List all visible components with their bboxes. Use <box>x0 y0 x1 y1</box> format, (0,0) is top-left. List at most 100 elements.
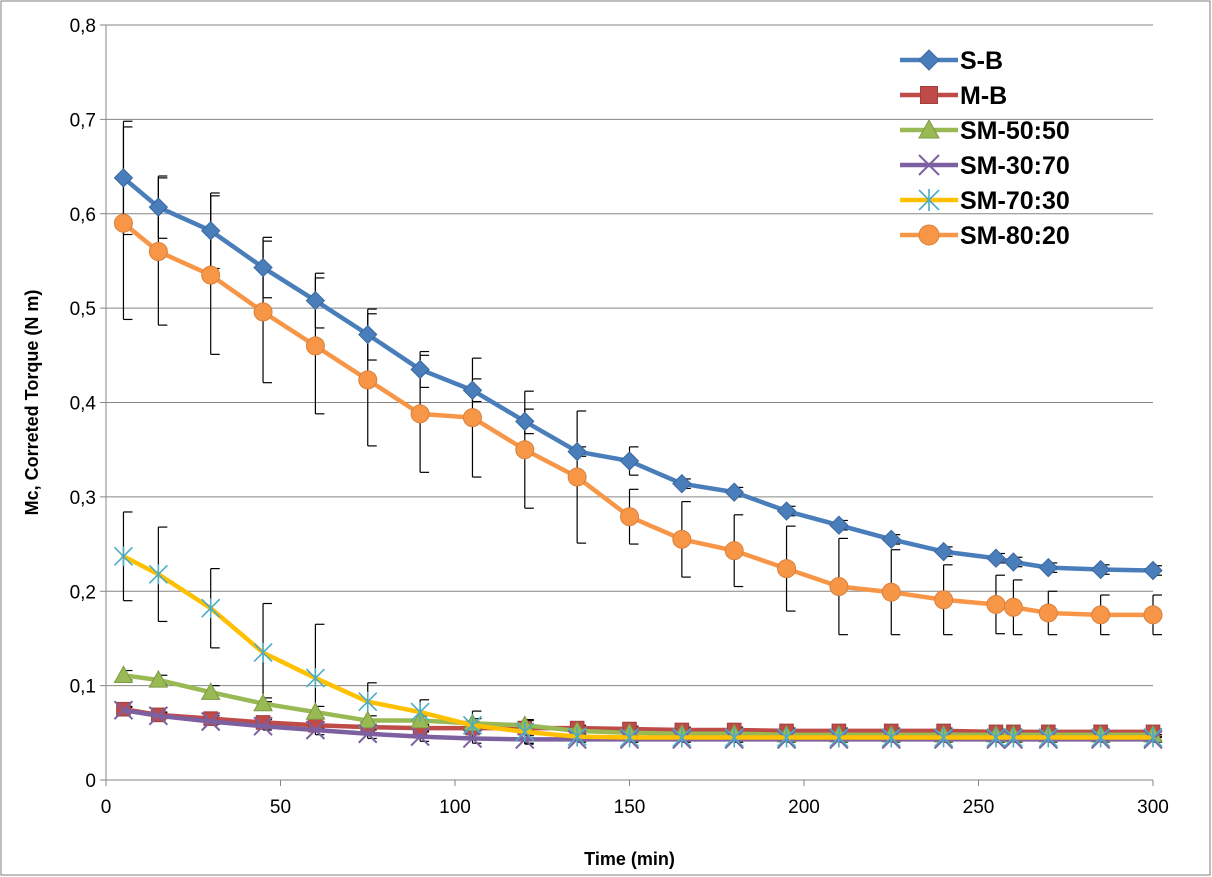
y-tick-label: 0,7 <box>70 110 96 131</box>
marker-star <box>148 564 168 585</box>
marker-diamond <box>200 221 221 241</box>
marker-square <box>920 86 938 104</box>
marker-circle <box>462 408 482 428</box>
marker-x-stroke <box>305 720 326 740</box>
marker-circle <box>918 224 940 246</box>
marker-circle <box>305 336 325 356</box>
marker-circle <box>934 590 954 610</box>
marker-x <box>410 726 430 747</box>
marker-triangle <box>113 665 134 683</box>
marker-star <box>1003 727 1023 748</box>
marker-circle <box>358 370 378 390</box>
legend-label: SM-80:20 <box>960 222 1070 250</box>
marker-diamond <box>253 257 273 278</box>
marker-circle <box>777 559 797 579</box>
series-line <box>121 175 1156 573</box>
marker-x <box>358 724 378 744</box>
marker-triangle <box>305 702 326 720</box>
marker-star <box>776 727 797 748</box>
y-tick-label: 0,3 <box>70 488 96 509</box>
y-tick-label: 0,6 <box>70 205 96 226</box>
marker-x-stroke <box>918 154 940 176</box>
marker-diamond <box>1038 557 1059 578</box>
marker-star <box>1038 727 1058 748</box>
marker-diamond <box>567 441 587 462</box>
marker-diamond <box>462 380 483 400</box>
y-tick-label: 0,5 <box>70 299 96 320</box>
x-tick-label: 100 <box>439 797 471 818</box>
marker-diamond <box>148 197 169 217</box>
marker-star <box>881 727 901 748</box>
marker-diamond <box>305 290 326 311</box>
marker-diamond <box>986 548 1006 568</box>
y-axis-title: Mc, Correted Torque (N m) <box>22 290 42 516</box>
marker-star <box>1143 727 1163 748</box>
marker-x <box>918 154 940 176</box>
marker-diamond <box>933 541 954 562</box>
marker-star <box>305 668 325 688</box>
legend-label: M-B <box>960 82 1007 110</box>
marker-star <box>358 691 378 712</box>
marker-diamond <box>619 451 640 471</box>
marker-star <box>253 642 273 663</box>
series-layer <box>113 168 1163 750</box>
legend: S-B M-B SM-50:50 SM-30:70 SM-70:30 SM-80:20 <box>900 47 1070 250</box>
marker-diamond <box>1143 560 1163 581</box>
marker-triangle <box>357 710 378 729</box>
marker-circle <box>724 541 744 561</box>
legend-item: S-B <box>900 47 1003 75</box>
marker-diamond <box>1090 559 1111 580</box>
marker-x-stroke <box>462 728 483 749</box>
marker-circle <box>620 507 639 527</box>
marker-diamond <box>918 49 940 71</box>
marker-x <box>148 706 169 726</box>
marker-star <box>515 721 535 742</box>
marker-x <box>305 720 326 740</box>
series-line <box>121 672 1156 737</box>
x-tick-label: 250 <box>963 797 995 818</box>
y-tick-label: 0,4 <box>70 394 97 415</box>
marker-star <box>934 727 954 748</box>
legend-item: SM-70:30 <box>900 187 1070 215</box>
marker-diamond <box>829 515 849 535</box>
series-line <box>121 554 1156 740</box>
marker-star <box>410 702 430 722</box>
marker-triangle <box>148 669 169 688</box>
marker-diamond <box>672 473 692 494</box>
marker-circle <box>986 594 1006 614</box>
marker-circle <box>201 265 221 285</box>
legend-label: SM-30:70 <box>960 152 1070 180</box>
x-axis-title: Time (min) <box>584 849 675 869</box>
marker-star <box>829 727 849 748</box>
series-s-b <box>113 168 1163 581</box>
axes <box>100 24 1154 786</box>
marker-x <box>200 711 221 732</box>
marker-star <box>113 546 134 567</box>
gridlines <box>106 24 1153 687</box>
marker-circle <box>113 213 133 233</box>
marker-diamond <box>1003 552 1024 572</box>
marker-triangle <box>200 682 221 700</box>
legend-label: SM-50:50 <box>960 117 1070 145</box>
marker-circle <box>567 467 587 487</box>
marker-circle <box>1143 605 1163 625</box>
marker-circle <box>148 242 168 261</box>
marker-circle <box>1091 605 1111 625</box>
tick-labels: 0 0,1 0,2 0,3 0,4 0,5 0,6 0,7 0,8 0 50 100 150 200 250… <box>70 16 1169 818</box>
x-tick-label: 300 <box>1137 797 1169 818</box>
marker-x-stroke <box>113 700 134 720</box>
marker-circle <box>829 577 849 597</box>
x-tick-label: 200 <box>788 797 820 818</box>
legend-label: S-B <box>960 47 1003 75</box>
marker-x-stroke <box>358 724 378 744</box>
series-sm-70-30 <box>113 546 1163 748</box>
y-tick-label: 0,8 <box>70 16 96 37</box>
legend-item: M-B <box>900 82 1007 110</box>
y-tick-label: 0,1 <box>70 677 96 698</box>
legend-item: SM-30:70 <box>900 152 1070 180</box>
legend-item: SM-80:20 <box>900 222 1070 250</box>
marker-star <box>567 726 587 747</box>
marker-x-stroke <box>410 726 430 747</box>
marker-diamond <box>358 324 378 345</box>
